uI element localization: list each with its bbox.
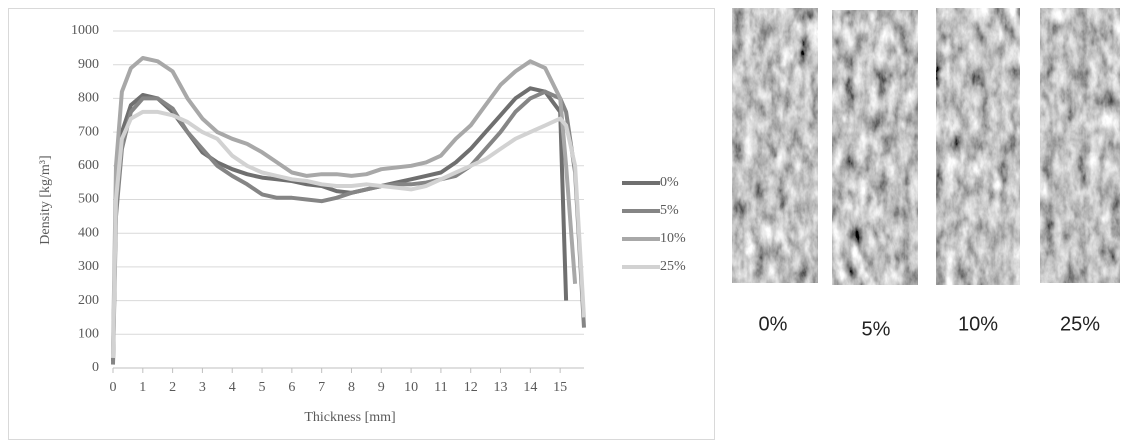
y-tick-label: 1000 (71, 23, 99, 38)
y-tick-label: 200 (78, 293, 99, 308)
x-tick-label: 3 (199, 380, 206, 395)
series-line (111, 109, 586, 358)
x-tick-label: 10 (404, 380, 418, 395)
series-line (111, 89, 586, 365)
photo (732, 8, 818, 283)
legend-label: 5% (660, 203, 679, 218)
photo (832, 10, 918, 285)
x-tick-label: 11 (434, 380, 447, 395)
x-tick-label: 13 (494, 380, 508, 395)
legend-label: 10% (660, 231, 686, 246)
legend-label: 25% (660, 259, 686, 274)
photo (1040, 8, 1120, 283)
photo-label: 25% (1060, 313, 1100, 335)
x-tick-label: 9 (378, 380, 385, 395)
y-tick-label: 400 (78, 225, 99, 240)
x-tick-label: 6 (288, 380, 295, 395)
x-tick-label: 4 (229, 380, 236, 395)
y-tick-label: 600 (78, 158, 99, 173)
y-tick-label: 700 (78, 124, 99, 139)
x-tick-label: 2 (169, 380, 176, 395)
y-tick-label: 0 (92, 360, 99, 375)
x-tick-label: 12 (464, 380, 478, 395)
series-line (111, 56, 578, 352)
photo-label: 5% (862, 318, 891, 340)
y-tick-label: 500 (78, 192, 99, 207)
x-tick-label: 1 (139, 380, 146, 395)
y-tick-label: 100 (78, 327, 99, 342)
y-tick-label: 800 (78, 91, 99, 106)
y-tick-label: 300 (78, 259, 99, 274)
photo-label: 0% (759, 313, 788, 335)
x-tick-label: 14 (523, 380, 537, 395)
photo (936, 8, 1020, 285)
x-axis-title: Thickness [mm] (304, 410, 395, 425)
y-axis-title: Density [kg/m³] (38, 155, 53, 244)
x-tick-label: 15 (553, 380, 567, 395)
photo-label: 10% (958, 313, 998, 335)
x-tick-label: 5 (259, 380, 266, 395)
x-tick-label: 7 (318, 380, 325, 395)
x-tick-label: 8 (348, 380, 355, 395)
photos: 0% 5% 10% 25% (732, 8, 1120, 340)
legend-label: 0% (660, 175, 679, 190)
x-tick-label: 0 (110, 380, 117, 395)
y-tick-label: 900 (78, 57, 99, 72)
